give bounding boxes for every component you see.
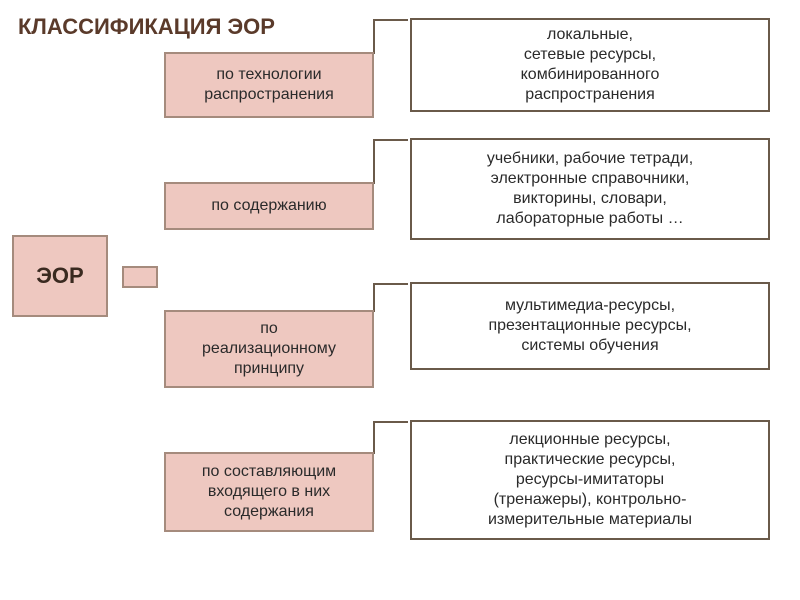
category-impl-label: по реализационному принципу bbox=[202, 319, 336, 379]
desc-content-text: учебники, рабочие тетради, электронные с… bbox=[487, 149, 693, 229]
diagram-canvas: КЛАССИФИКАЦИЯ ЭОР ЭОР по технологии расп… bbox=[0, 0, 800, 600]
desc-impl: мультимедиа-ресурсы, презентационные рес… bbox=[410, 282, 770, 370]
category-tech-label: по технологии распространения bbox=[174, 65, 364, 105]
desc-components-text: лекционные ресурсы, практические ресурсы… bbox=[488, 430, 692, 530]
desc-content: учебники, рабочие тетради, электронные с… bbox=[410, 138, 770, 240]
desc-tech: локальные, сетевые ресурсы, комбинирован… bbox=[410, 18, 770, 112]
diagram-title: КЛАССИФИКАЦИЯ ЭОР bbox=[18, 14, 275, 40]
category-content: по содержанию bbox=[164, 182, 374, 230]
desc-components: лекционные ресурсы, практические ресурсы… bbox=[410, 420, 770, 540]
connector-tech bbox=[374, 20, 408, 54]
connector-impl bbox=[374, 284, 408, 312]
root-stub bbox=[122, 266, 158, 288]
desc-tech-text: локальные, сетевые ресурсы, комбинирован… bbox=[521, 25, 660, 105]
connector-components bbox=[374, 422, 408, 454]
category-tech: по технологии распространения bbox=[164, 52, 374, 118]
connector-content bbox=[374, 140, 408, 184]
category-impl: по реализационному принципу bbox=[164, 310, 374, 388]
root-node: ЭОР bbox=[12, 235, 108, 317]
category-components: по составляющим входящего в них содержан… bbox=[164, 452, 374, 532]
root-node-label: ЭОР bbox=[36, 263, 83, 289]
category-components-label: по составляющим входящего в них содержан… bbox=[202, 462, 336, 522]
category-content-label: по содержанию bbox=[211, 196, 326, 216]
desc-impl-text: мультимедиа-ресурсы, презентационные рес… bbox=[488, 296, 691, 356]
